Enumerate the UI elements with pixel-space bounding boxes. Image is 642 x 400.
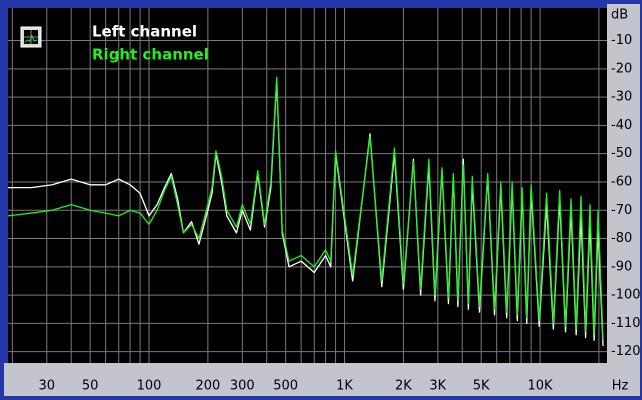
series-line [7, 76, 604, 341]
x-tick-label: 5K [473, 379, 490, 394]
y-tick-label: -120 [611, 344, 641, 359]
legend-label: Left channel [92, 23, 197, 41]
y-tick-label: -60 [611, 174, 632, 189]
legend: Left channel Right channel [92, 23, 209, 64]
x-tick-label: 100 [137, 379, 162, 394]
x-tick-label: 2K [395, 379, 412, 394]
x-tick-label: 3K [429, 379, 446, 394]
legend-icon [20, 26, 42, 48]
y-tick-label: -40 [611, 118, 632, 133]
y-tick-label: -70 [611, 203, 632, 218]
x-tick-label: 1K [336, 379, 353, 394]
x-tick-label: 200 [195, 379, 220, 394]
y-tick-label: -10 [611, 33, 632, 48]
legend-label: Right channel [92, 46, 209, 64]
y-tick-label: -80 [611, 231, 632, 246]
x-tick-label: 300 [230, 379, 255, 394]
y-tick-label: -30 [611, 90, 632, 105]
x-axis-strip [4, 363, 640, 396]
y-tick-label: -50 [611, 146, 632, 161]
x-tick-label: 30 [39, 379, 56, 394]
y-unit-label: dB [611, 8, 628, 23]
x-tick-label: 500 [273, 379, 298, 394]
y-tick-label: -110 [611, 316, 641, 331]
y-tick-label: -20 [611, 61, 632, 76]
y-tick-label: -90 [611, 259, 632, 274]
x-unit-label: Hz [612, 379, 629, 394]
y-axis-strip [607, 4, 640, 396]
y-tick-label: -100 [611, 288, 641, 303]
lines [7, 76, 604, 347]
labels: dB Hz -10 -20 -30 -40 -50 -60 -70 -80 -90 -100 -11… [39, 8, 641, 394]
x-tick-label: 50 [82, 379, 99, 394]
x-tick-label: 10K [528, 379, 554, 394]
